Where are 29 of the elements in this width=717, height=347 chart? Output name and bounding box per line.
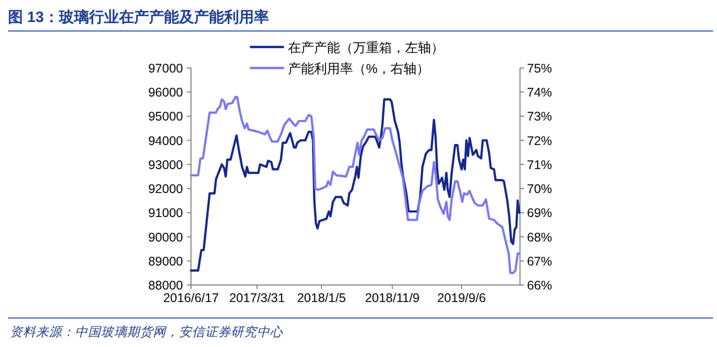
y2-tick-label: 73% bbox=[527, 110, 552, 124]
y2-tick-label: 66% bbox=[527, 278, 552, 292]
y-tick-label: 97000 bbox=[148, 62, 184, 76]
y-tick-label: 93000 bbox=[148, 158, 184, 172]
y2-tick-label: 70% bbox=[527, 182, 552, 196]
chart-title: 图 13：玻璃行业在产产能及产能利用率 bbox=[8, 8, 269, 26]
x-tick-label: 2017/3/31 bbox=[229, 291, 285, 305]
y2-tick-label: 75% bbox=[527, 62, 552, 76]
y2-tick-label: 74% bbox=[527, 86, 552, 100]
y2-tick-label: 69% bbox=[527, 206, 552, 220]
y-tick-label: 91000 bbox=[148, 206, 184, 220]
y-tick-label: 95000 bbox=[148, 110, 184, 124]
x-tick-label: 2018/11/9 bbox=[364, 291, 420, 305]
y-tick-label: 89000 bbox=[148, 254, 184, 268]
x-tick-label: 2019/9/6 bbox=[437, 291, 486, 305]
y2-tick-label: 71% bbox=[527, 158, 552, 172]
legend-label: 在产产能（万重箱，左轴） bbox=[288, 40, 444, 55]
y-tick-label: 94000 bbox=[148, 134, 184, 148]
y2-tick-label: 68% bbox=[527, 230, 552, 244]
y2-tick-label: 72% bbox=[527, 134, 552, 148]
y-tick-label: 90000 bbox=[148, 230, 184, 244]
y2-tick-label: 67% bbox=[527, 254, 552, 268]
legend-label: 产能利用率（%，右轴） bbox=[288, 61, 430, 76]
y-tick-label: 88000 bbox=[148, 278, 184, 292]
y-tick-label: 92000 bbox=[148, 182, 184, 196]
y-tick-label: 96000 bbox=[148, 86, 184, 100]
x-tick-label: 2016/6/17 bbox=[163, 291, 219, 305]
x-tick-label: 2018/1/5 bbox=[297, 291, 346, 305]
text: 资料来源：中国玻璃期货网，安信证券研究中心 bbox=[10, 325, 284, 339]
